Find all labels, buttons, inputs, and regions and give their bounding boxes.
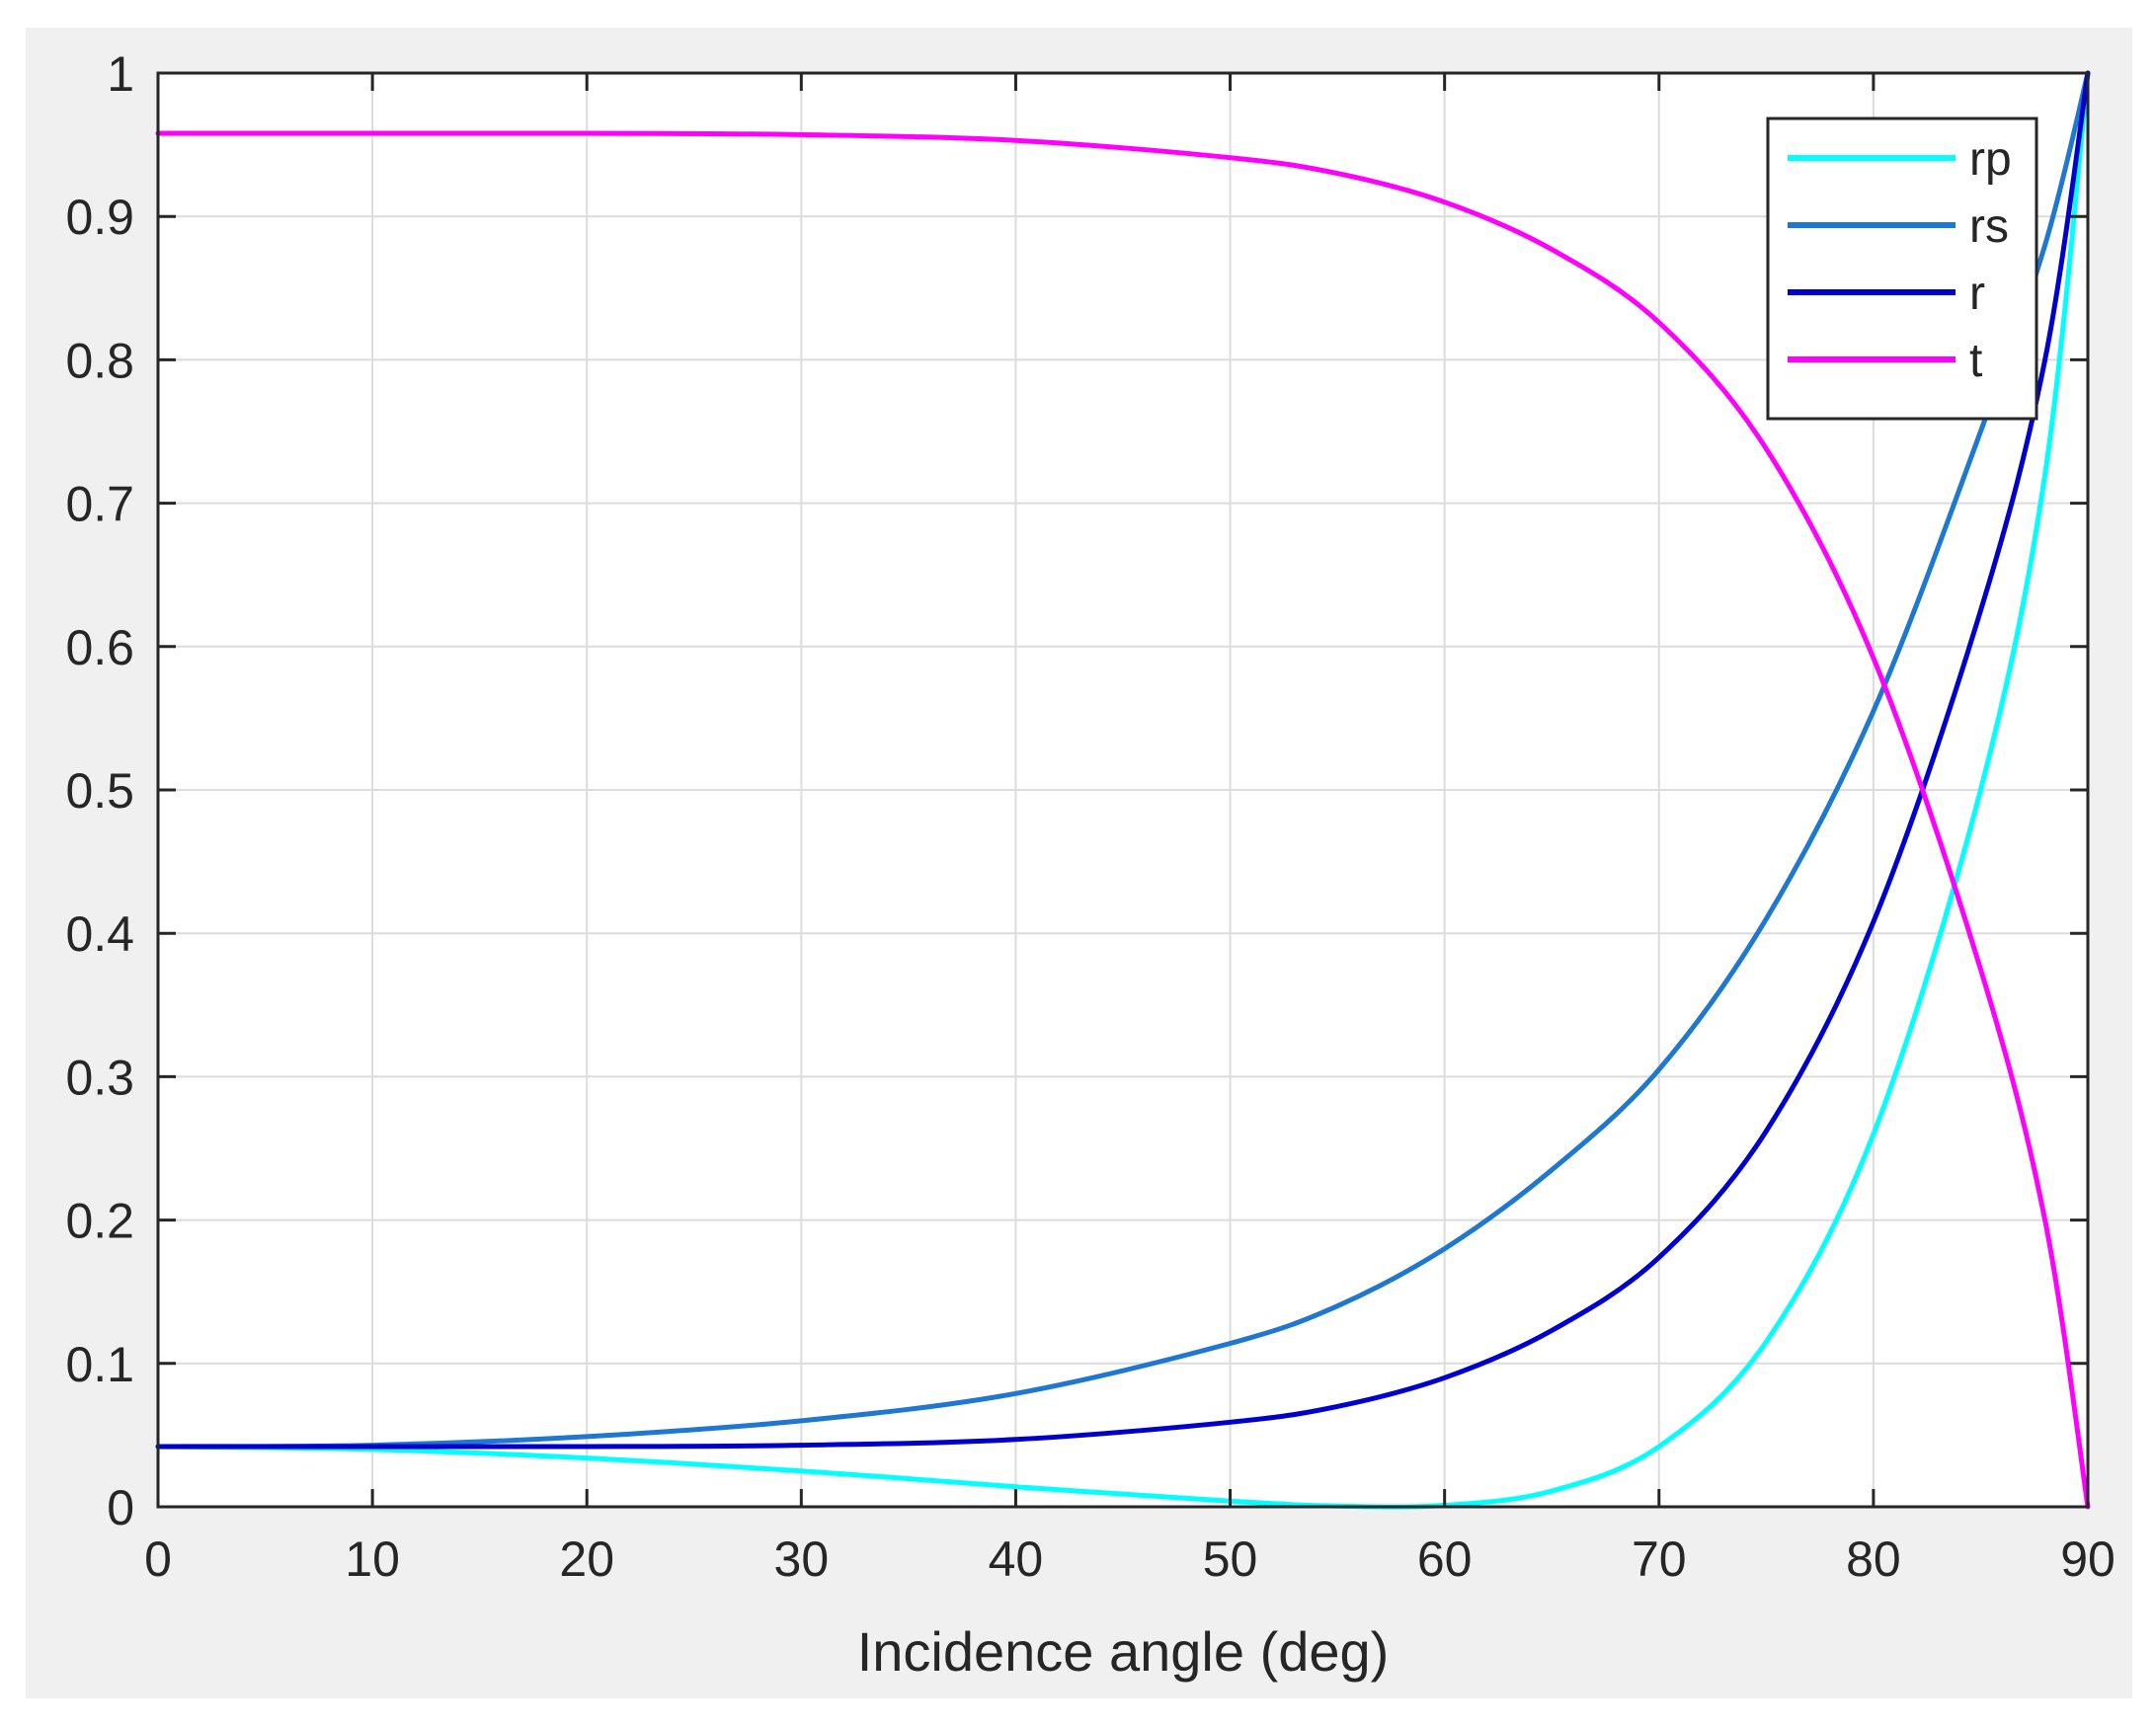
legend-label-t: t — [1969, 335, 1982, 387]
x-tick-label: 20 — [559, 1531, 614, 1587]
legend-label-r: r — [1969, 268, 1985, 320]
grid — [157, 72, 2089, 1508]
x-tick-label: 60 — [1417, 1531, 1473, 1587]
series-line-rp — [155, 70, 2091, 1510]
y-tick-label: 0.1 — [65, 1337, 134, 1392]
x-tick-label: 50 — [1203, 1531, 1258, 1587]
x-tick-label: 70 — [1632, 1531, 1687, 1587]
y-tick-label: 0.8 — [65, 333, 134, 388]
y-tick-label: 0 — [107, 1480, 134, 1535]
y-tick-label: 0.6 — [65, 620, 134, 675]
y-tick-labels: 0 0.1 0.2 0.3 0.4 0.5 0.6 0.7 0.8 0.9 1 — [65, 46, 134, 1535]
x-tick-label: 90 — [2060, 1531, 2116, 1587]
y-tick-label: 0.3 — [65, 1050, 134, 1105]
series-line-rs — [155, 70, 2091, 1450]
series-lines — [155, 70, 2091, 1510]
legend-label-rp: rp — [1969, 133, 2012, 186]
series-line-r — [155, 70, 2091, 1450]
x-tick-labels: 0 10 20 30 40 50 60 70 80 90 — [144, 1531, 2116, 1587]
y-tick-label: 0.5 — [65, 763, 134, 819]
ticks — [156, 71, 2090, 1509]
x-tick-label: 80 — [1846, 1531, 1901, 1587]
legend-box — [1766, 117, 2038, 421]
legend: rp rs rt — [1766, 117, 2038, 421]
y-tick-label: 1 — [107, 46, 134, 102]
y-tick-label: 0.4 — [65, 906, 134, 962]
y-tick-label: 0.7 — [65, 477, 134, 532]
series-line-t — [155, 130, 2091, 1510]
x-tick-label: 40 — [989, 1531, 1044, 1587]
x-axis-label: Incidence angle (deg) — [857, 1620, 1390, 1683]
x-tick-label: 0 — [144, 1531, 172, 1587]
x-tick-label: 30 — [774, 1531, 830, 1587]
y-tick-label: 0.9 — [65, 190, 134, 245]
x-tick-label: 10 — [345, 1531, 400, 1587]
legend-label-rs: rs — [1969, 200, 2009, 253]
y-tick-label: 0.2 — [65, 1194, 134, 1249]
